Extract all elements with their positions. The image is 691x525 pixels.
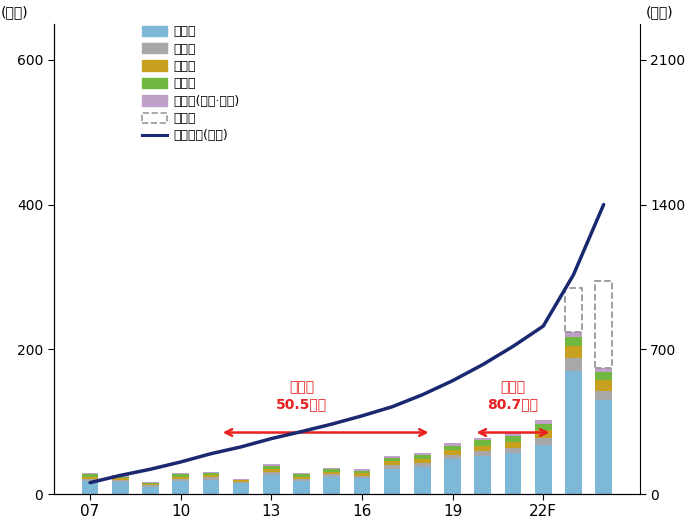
Bar bbox=[384, 469, 401, 494]
Bar bbox=[142, 484, 159, 485]
Bar bbox=[202, 477, 219, 479]
Bar bbox=[323, 477, 340, 494]
Bar bbox=[565, 337, 582, 346]
Bar bbox=[263, 464, 280, 466]
Bar bbox=[202, 471, 219, 473]
Bar bbox=[414, 453, 430, 455]
Bar bbox=[172, 477, 189, 479]
Bar bbox=[475, 446, 491, 451]
Bar bbox=[323, 469, 340, 471]
Bar bbox=[142, 482, 159, 483]
Bar bbox=[535, 445, 551, 494]
Bar bbox=[293, 477, 310, 479]
Bar bbox=[444, 455, 461, 459]
Bar bbox=[263, 466, 280, 469]
Bar bbox=[82, 477, 98, 479]
Bar bbox=[596, 381, 612, 391]
Bar bbox=[354, 471, 370, 473]
Bar bbox=[444, 446, 461, 450]
Bar bbox=[172, 475, 189, 477]
Bar bbox=[112, 475, 129, 477]
Bar bbox=[504, 442, 521, 448]
Bar bbox=[475, 437, 491, 440]
Bar bbox=[475, 452, 491, 456]
Bar bbox=[172, 481, 189, 494]
Bar bbox=[354, 469, 370, 471]
Bar bbox=[384, 465, 401, 469]
Bar bbox=[323, 475, 340, 477]
Bar bbox=[82, 475, 98, 477]
Bar bbox=[293, 479, 310, 481]
Bar bbox=[112, 480, 129, 482]
Bar bbox=[172, 473, 189, 475]
Bar bbox=[384, 461, 401, 465]
Bar bbox=[504, 454, 521, 494]
Bar bbox=[142, 487, 159, 494]
Bar bbox=[202, 479, 219, 494]
Text: (만평): (만평) bbox=[646, 5, 674, 19]
Bar bbox=[354, 473, 370, 476]
Bar bbox=[112, 477, 129, 478]
Text: 연평균
80.7만평: 연평균 80.7만평 bbox=[488, 381, 538, 411]
Bar bbox=[504, 433, 521, 436]
Legend: 수도권, 충청권, 영남권, 호남권, 기타권(강원·제주), 미착공, 누적규모(우축): 수도권, 충청권, 영남권, 호남권, 기타권(강원·제주), 미착공, 누적규… bbox=[142, 25, 240, 142]
Bar bbox=[384, 456, 401, 458]
Text: 연평균
50.5만평: 연평균 50.5만평 bbox=[276, 381, 327, 411]
Bar bbox=[414, 458, 430, 463]
Bar bbox=[323, 468, 340, 469]
Bar bbox=[233, 483, 249, 494]
Bar bbox=[596, 368, 612, 372]
Bar bbox=[596, 281, 612, 368]
Bar bbox=[535, 424, 551, 430]
Bar bbox=[82, 479, 98, 481]
Bar bbox=[565, 346, 582, 358]
Bar bbox=[596, 372, 612, 381]
Bar bbox=[444, 443, 461, 446]
Text: (만평): (만평) bbox=[1, 5, 28, 19]
Bar bbox=[202, 473, 219, 475]
Bar bbox=[323, 471, 340, 475]
Bar bbox=[565, 371, 582, 494]
Bar bbox=[444, 459, 461, 494]
Bar bbox=[535, 438, 551, 445]
Bar bbox=[354, 476, 370, 478]
Bar bbox=[475, 456, 491, 494]
Bar bbox=[112, 482, 129, 494]
Bar bbox=[565, 332, 582, 337]
Bar bbox=[112, 478, 129, 480]
Bar bbox=[263, 475, 280, 494]
Bar bbox=[293, 475, 310, 477]
Bar bbox=[504, 448, 521, 454]
Bar bbox=[444, 450, 461, 455]
Bar bbox=[263, 472, 280, 475]
Bar bbox=[535, 420, 551, 424]
Bar bbox=[142, 485, 159, 487]
Bar bbox=[293, 473, 310, 475]
Bar bbox=[535, 430, 551, 438]
Bar bbox=[504, 436, 521, 442]
Bar bbox=[414, 455, 430, 458]
Bar bbox=[596, 391, 612, 400]
Bar bbox=[414, 463, 430, 467]
Bar bbox=[233, 482, 249, 483]
Bar bbox=[384, 458, 401, 461]
Bar bbox=[172, 479, 189, 481]
Bar bbox=[565, 358, 582, 371]
Bar bbox=[82, 481, 98, 494]
Bar bbox=[596, 400, 612, 494]
Bar bbox=[233, 480, 249, 482]
Bar bbox=[82, 473, 98, 475]
Bar bbox=[263, 469, 280, 472]
Bar bbox=[414, 467, 430, 494]
Bar bbox=[293, 481, 310, 494]
Bar bbox=[354, 478, 370, 494]
Bar bbox=[142, 483, 159, 484]
Bar bbox=[233, 479, 249, 480]
Bar bbox=[475, 440, 491, 446]
Bar bbox=[202, 475, 219, 477]
Bar bbox=[565, 288, 582, 332]
